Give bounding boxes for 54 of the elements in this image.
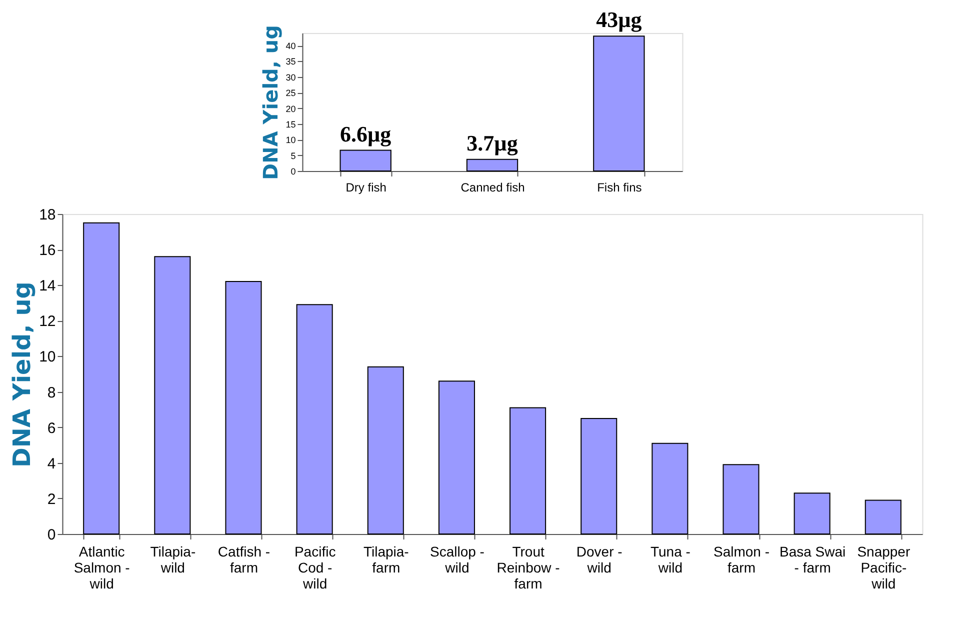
y-tick-label: 0 [290,166,296,176]
bar [83,222,120,534]
y-tick-label: 8 [47,384,56,402]
bar [580,418,618,534]
y-tick-label: 5 [290,150,296,161]
x-tick-label: Pacific Cod - wild [294,544,336,592]
y-tick-label: 10 [286,135,296,146]
y-tick-label: 2 [47,490,56,508]
x-tick-label: Snapper Pacific- wild [857,544,910,592]
data-label: 43µg [596,7,642,32]
y-tick-label: 4 [47,455,56,472]
x-tick-label: Basa Swai - farm [780,544,846,576]
data-label: 3.7µg [466,130,518,156]
bar [864,500,902,534]
x-tick-label: Salmon - farm [713,544,770,576]
y-tick-label: 30 [286,72,296,82]
bar [794,492,830,534]
x-tick-label: Canned fish [460,180,525,194]
x-tick-label: Catfish - farm [218,544,270,576]
y-tick-label: 20 [286,104,296,114]
y-tick-label: 6 [47,420,56,437]
y-tick-label: 16 [39,242,56,260]
x-tick-label: Tilapia- farm [363,544,410,576]
bar [466,158,518,172]
y-tick-label: 15 [286,119,296,130]
y-tick-label: 25 [286,88,296,98]
x-tick-label: Fish fins [597,180,642,194]
bar [154,256,191,534]
bar [652,442,688,534]
y-axis-title: DNA Yield, ug [258,25,283,180]
x-tick-label: Trout Reinbow - farm [496,544,560,592]
y-axis-title: DNA Yield, ug [8,282,36,468]
bar [296,304,333,534]
y-tick-label: 0 [47,526,56,544]
x-tick-label: Atlantic Salmon - wild [74,544,130,592]
x-tick-label: Tuna - wild [650,544,691,576]
bar [340,150,392,172]
y-tick-label: 18 [39,206,56,224]
bar [722,464,760,534]
x-tick-label: Dover - wild [576,544,623,576]
bar [225,281,262,534]
x-tick-label: Dry fish [346,180,386,194]
bar [367,366,404,534]
bar [438,380,475,534]
data-label: 6.6µg [340,121,392,146]
y-tick-label: 10 [39,348,56,366]
x-tick-label: Scallop - wild [430,544,485,576]
y-tick-label: 14 [39,278,56,295]
y-tick-label: 35 [286,56,296,67]
y-tick-label: 12 [39,313,56,330]
x-tick-label: Tilapia- wild [150,544,196,576]
bar [593,36,645,172]
bar [510,407,546,534]
y-tick-label: 40 [286,41,296,52]
